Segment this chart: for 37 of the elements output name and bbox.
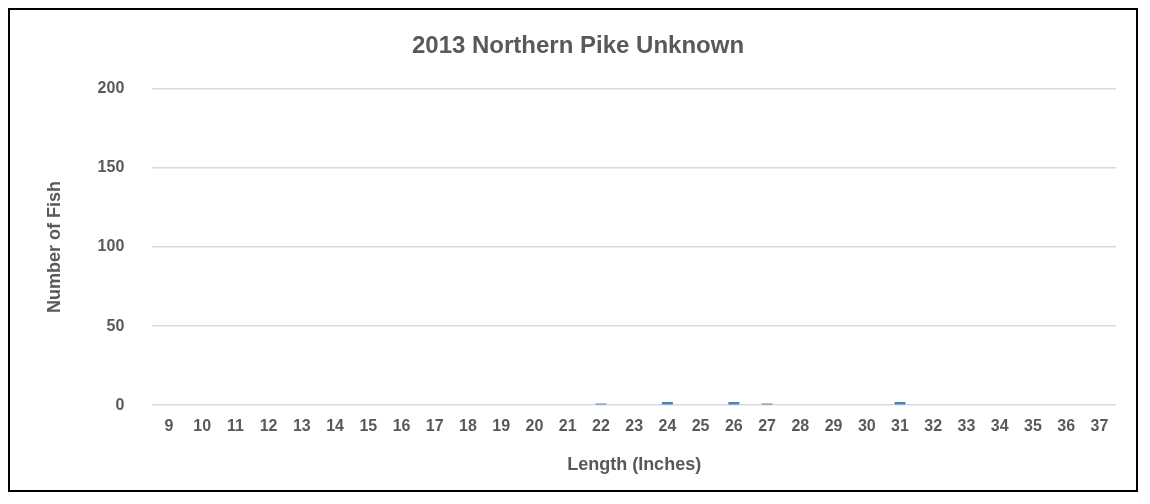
x-tick-label: 21 [558,417,577,435]
x-tick-label: 34 [990,417,1009,435]
x-tick-label: 28 [791,417,810,435]
x-tick-label: 23 [625,417,644,435]
chart-title: 2013 Northern Pike Unknown [411,31,745,59]
x-tick-label: 20 [525,417,544,435]
x-tick-label: 14 [326,417,345,435]
x-axis-title: Length (Inches) [567,454,702,475]
x-tick-label: 27 [758,417,777,435]
x-tick-label: 30 [857,417,876,435]
x-tick-label: 22 [592,417,610,435]
x-tick-label: 37 [1090,417,1109,435]
y-tick-label: 50 [106,316,125,334]
x-tick-label: 25 [691,417,710,435]
y-tick-label: 200 [97,79,125,97]
x-tick-label: 18 [459,417,477,435]
x-tick-label: 12 [259,417,278,435]
x-tick-label: 10 [193,417,212,435]
x-tick-label: 24 [658,417,677,435]
y-tick-label: 0 [115,395,125,413]
x-tick-label: 26 [724,417,743,435]
x-tick-label: 17 [425,417,444,435]
x-tick-label: 29 [824,417,843,435]
x-tick-label: 33 [957,417,976,435]
x-tick-label: 32 [924,417,943,435]
x-tick-label: 19 [492,417,511,435]
x-tick-label: 16 [392,417,411,435]
x-tick-label: 35 [1024,417,1042,435]
y-tick-label: 150 [97,158,125,176]
x-tick-label: 9 [164,417,174,435]
y-tick-label: 100 [97,237,125,255]
y-axis-title: Number of Fish [43,180,64,314]
x-tick-label: 15 [359,417,378,435]
x-tick-label: 13 [292,417,311,435]
x-tick-label: 31 [891,417,909,435]
x-tick-label: 36 [1057,417,1076,435]
x-tick-label: 11 [226,417,244,435]
